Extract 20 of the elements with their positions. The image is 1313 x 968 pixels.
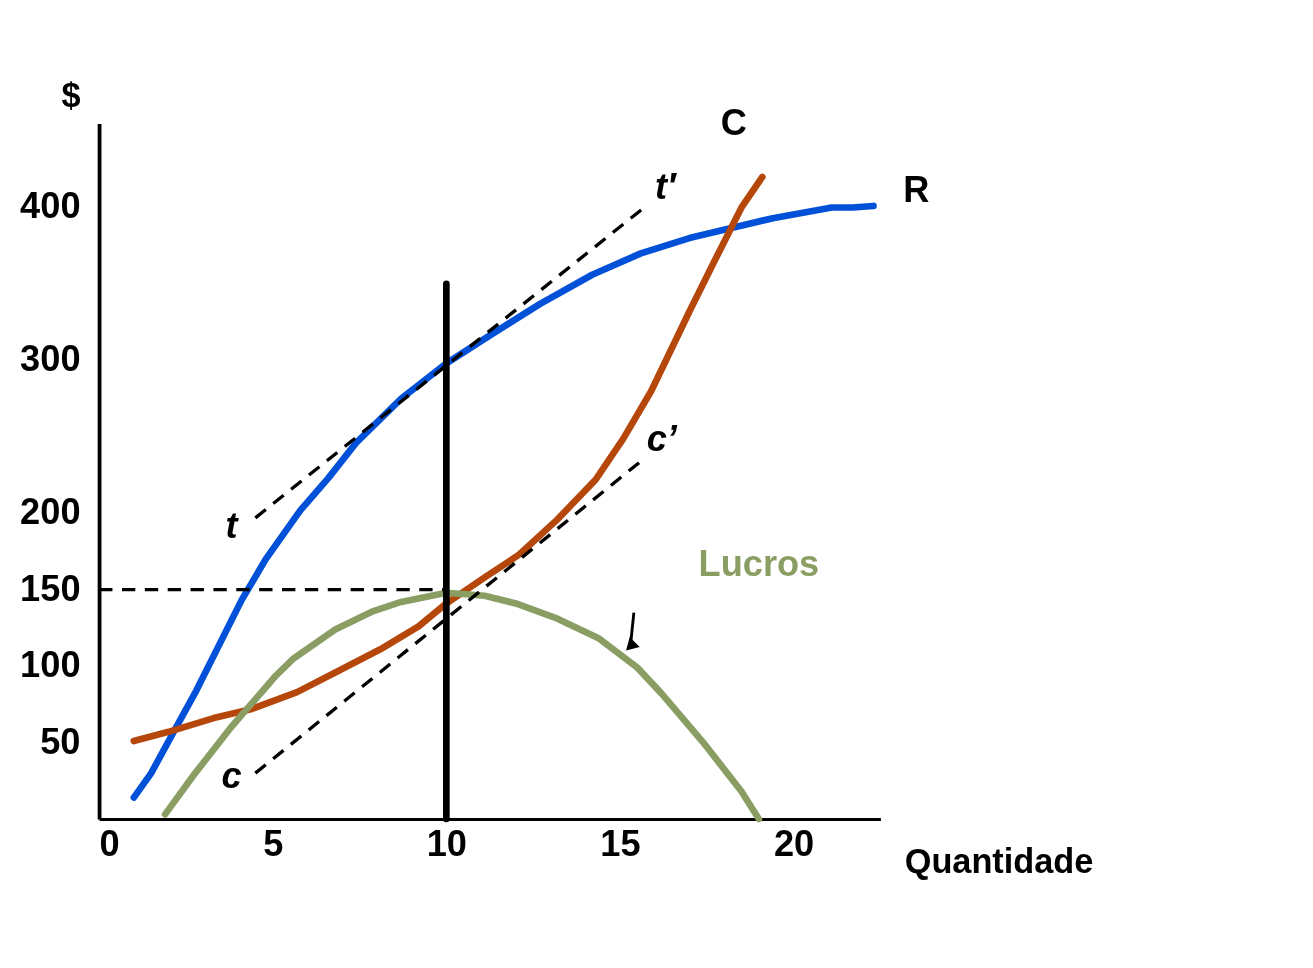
annotation: c’ <box>646 417 678 459</box>
y-tick-label: 200 <box>20 491 81 533</box>
x-tick-label: 0 <box>99 822 120 864</box>
y-tick-label: 150 <box>20 567 81 609</box>
y-tick-label: 300 <box>20 338 81 380</box>
annotation: t <box>225 504 240 546</box>
x-tick-label: 20 <box>773 822 815 864</box>
x-axis-title: Quantidade <box>904 841 1094 880</box>
y-tick-label: 50 <box>40 720 81 762</box>
annotation: t′ <box>654 165 677 207</box>
annotation: c <box>221 755 242 797</box>
y-tick-label: 400 <box>20 185 81 227</box>
x-tick-label: 5 <box>263 822 284 864</box>
x-tick-label: 15 <box>600 822 641 864</box>
text: Lucros <box>698 542 820 584</box>
series-label: R <box>903 169 930 211</box>
y-tick-label: 100 <box>20 644 81 686</box>
series-label: C <box>720 102 747 143</box>
x-tick-label: 10 <box>426 822 467 864</box>
y-axis-title: $ <box>61 75 81 114</box>
